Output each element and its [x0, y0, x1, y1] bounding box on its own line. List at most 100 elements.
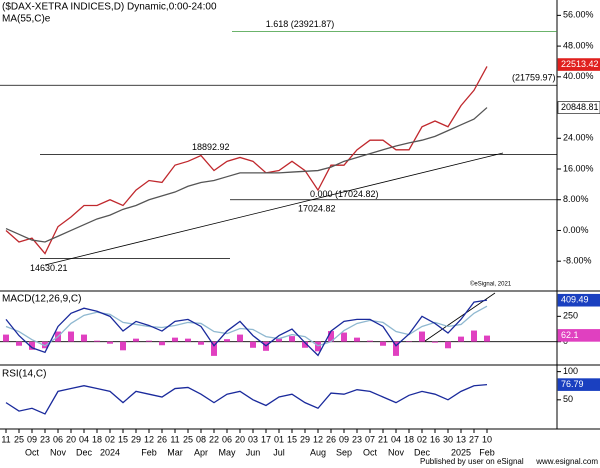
x-tick-label: 25: [183, 434, 193, 444]
x-tick-label: 21: [378, 434, 388, 444]
level-label: 14630.21: [30, 263, 68, 273]
price-box-label: 76.79: [561, 379, 584, 389]
histogram-bar: [302, 341, 308, 348]
y-tick-label: 100: [563, 366, 578, 376]
histogram-bar: [458, 336, 464, 342]
x-group-label: Sep: [336, 447, 352, 457]
histogram-bar: [224, 339, 230, 342]
histogram-bar: [315, 341, 321, 352]
x-tick-label: 06: [53, 434, 63, 444]
indicator-label: MA(55,C)e: [2, 14, 51, 25]
histogram-bar: [198, 341, 204, 345]
histogram-bar: [354, 337, 360, 342]
x-tick-label: 18: [404, 434, 414, 444]
histogram-bar: [159, 341, 165, 346]
histogram-bar: [419, 331, 425, 342]
x-group-label: Dec: [76, 447, 93, 457]
x-tick-label: 26: [157, 434, 167, 444]
histogram-bar: [471, 330, 477, 342]
y-tick-label: 16.00%: [563, 163, 594, 173]
y-tick-label: -8.00%: [563, 256, 592, 266]
histogram-bar: [367, 340, 373, 342]
histogram-bar: [380, 341, 386, 346]
series-line: [5, 383, 488, 415]
y-tick-label: 50: [563, 394, 573, 404]
indicator-label: MACD(12,26,9,C): [2, 294, 81, 305]
x-tick-label: 01: [274, 434, 284, 444]
x-tick-label: 11: [170, 434, 179, 444]
series-line: [5, 299, 488, 357]
histogram-bar: [484, 335, 490, 342]
x-group-label: 2024: [100, 447, 120, 457]
histogram-bar: [146, 340, 152, 342]
x-tick-label: 16: [430, 434, 440, 444]
histogram-bar: [107, 341, 113, 344]
histogram-bar: [289, 336, 295, 342]
y-tick-label: 40.00%: [563, 71, 594, 81]
histogram-bar: [81, 334, 87, 342]
x-tick-label: 02: [417, 434, 427, 444]
level-label: 18892.92: [192, 142, 230, 152]
watermark: ©eSignal, 2021: [470, 281, 512, 288]
x-group-label: Nov: [388, 447, 405, 457]
histogram-bar: [3, 334, 9, 342]
price-box: [557, 58, 600, 71]
x-tick-label: 10: [482, 434, 492, 444]
x-tick-label: 04: [79, 434, 89, 444]
x-tick-label: 06: [222, 434, 232, 444]
x-tick-label: 29: [131, 434, 141, 444]
x-tick-label: 09: [27, 434, 37, 444]
x-tick-label: 18: [92, 434, 102, 444]
price-box: [557, 378, 600, 391]
x-tick-label: 03: [248, 434, 258, 444]
histogram-bar: [393, 341, 399, 356]
footer-link: www.esignal.com: [535, 457, 598, 466]
price-box-label: 22513.42: [561, 59, 599, 69]
histogram-bar: [68, 331, 74, 342]
price-box: [557, 329, 600, 342]
x-group-label: Dec: [414, 447, 431, 457]
price-box-label: 62.1: [561, 330, 579, 340]
x-tick-label: 30: [443, 434, 453, 444]
x-tick-label: 09: [339, 434, 349, 444]
x-tick-label: 22: [209, 434, 219, 444]
histogram-bar: [211, 341, 217, 356]
x-tick-label: 20: [235, 434, 245, 444]
price-box: [557, 293, 600, 307]
x-group-label: Oct: [25, 447, 40, 457]
x-group-label: Feb: [479, 447, 495, 457]
histogram-bar: [237, 334, 243, 342]
x-group-label: Jul: [273, 447, 285, 457]
histogram-bar: [276, 338, 282, 342]
x-group-label: Oct: [363, 447, 378, 457]
histogram-bar: [445, 341, 451, 349]
x-tick-label: 07: [365, 434, 375, 444]
x-tick-label: 17: [261, 434, 271, 444]
histogram-bar: [328, 331, 334, 342]
y-tick-label: 250: [563, 311, 578, 321]
x-tick-label: 12: [313, 434, 323, 444]
y-tick-label: 8.00%: [563, 194, 589, 204]
x-tick-label: 25: [14, 434, 24, 444]
x-tick-label: 08: [196, 434, 206, 444]
x-tick-label: 15: [118, 434, 128, 444]
annotation: 17024.82: [298, 203, 336, 213]
x-group-label: Nov: [50, 447, 67, 457]
indicator-label: RSI(14,C): [2, 369, 46, 380]
histogram-bar: [94, 340, 100, 342]
y-tick-label: 56.00%: [563, 10, 594, 20]
x-group-label: Mar: [167, 447, 183, 457]
price-box: [557, 101, 600, 114]
price-box-label: 409.49: [561, 295, 589, 305]
series-line: [5, 66, 488, 255]
histogram-bar: [341, 332, 347, 342]
x-tick-label: 12: [144, 434, 154, 444]
x-tick-label: 27: [469, 434, 479, 444]
histogram-bar: [185, 338, 191, 342]
y-tick-label: 48.00%: [563, 40, 594, 50]
x-tick-label: 11: [1, 434, 10, 444]
x-group-label: Aug: [310, 447, 326, 457]
histogram-bar: [432, 341, 438, 343]
x-group-label: May: [218, 447, 236, 457]
